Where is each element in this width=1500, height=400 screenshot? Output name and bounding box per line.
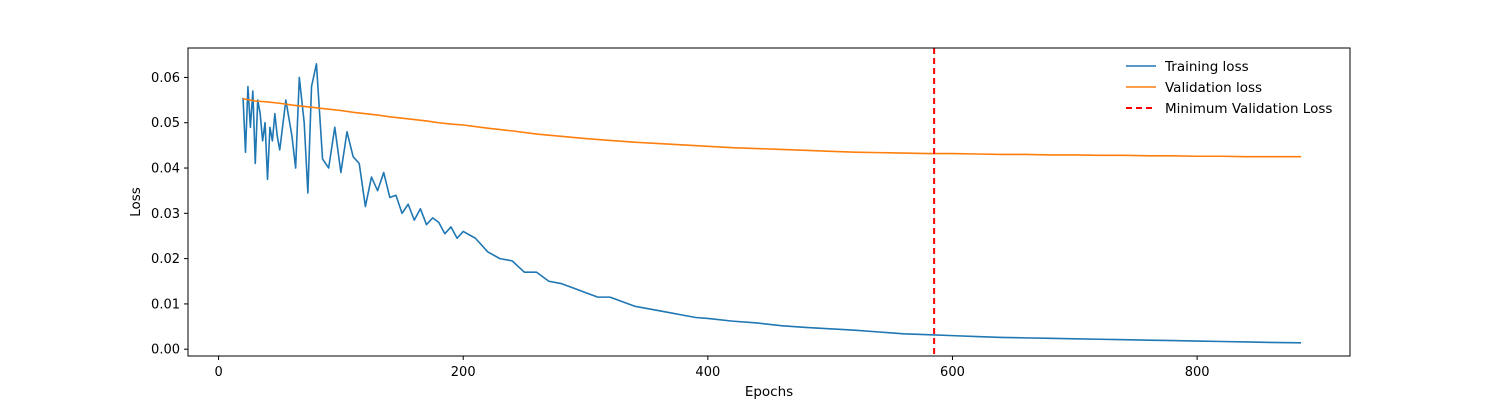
plot-area: [187, 47, 1351, 357]
legend-label: Validation loss: [1165, 80, 1262, 96]
training-loss-line: [242, 63, 1302, 344]
x-axis: 0 200 400 600 800: [214, 356, 1210, 380]
y-tick-label: 0.02: [151, 252, 180, 267]
legend-label: Training loss: [1164, 59, 1249, 75]
y-tick-label: 0.01: [151, 297, 180, 312]
x-tick-label: 800: [1185, 365, 1210, 380]
x-tick-label: 0: [214, 365, 222, 380]
y-tick-label: 0.06: [151, 71, 180, 86]
validation-loss-line: [242, 97, 1302, 158]
x-axis-title: Epochs: [745, 384, 793, 400]
y-tick-label: 0.03: [151, 207, 180, 222]
axes-frame-top: [187, 47, 1351, 357]
legend: Training loss Validation loss Minimum Vali…: [1126, 59, 1332, 117]
y-axis: 0.00 0.01 0.02 0.03 0.04 0.05 0.06: [151, 71, 188, 358]
x-tick-label: 200: [451, 365, 476, 380]
y-axis-title: Loss: [128, 187, 144, 217]
y-tick-label: 0.05: [151, 116, 180, 131]
legend-label: Minimum Validation Loss: [1165, 101, 1332, 117]
x-tick-label: 400: [695, 365, 720, 380]
y-tick-label: 0.00: [151, 343, 180, 358]
x-tick-label: 600: [940, 365, 965, 380]
y-tick-label: 0.04: [151, 162, 180, 177]
